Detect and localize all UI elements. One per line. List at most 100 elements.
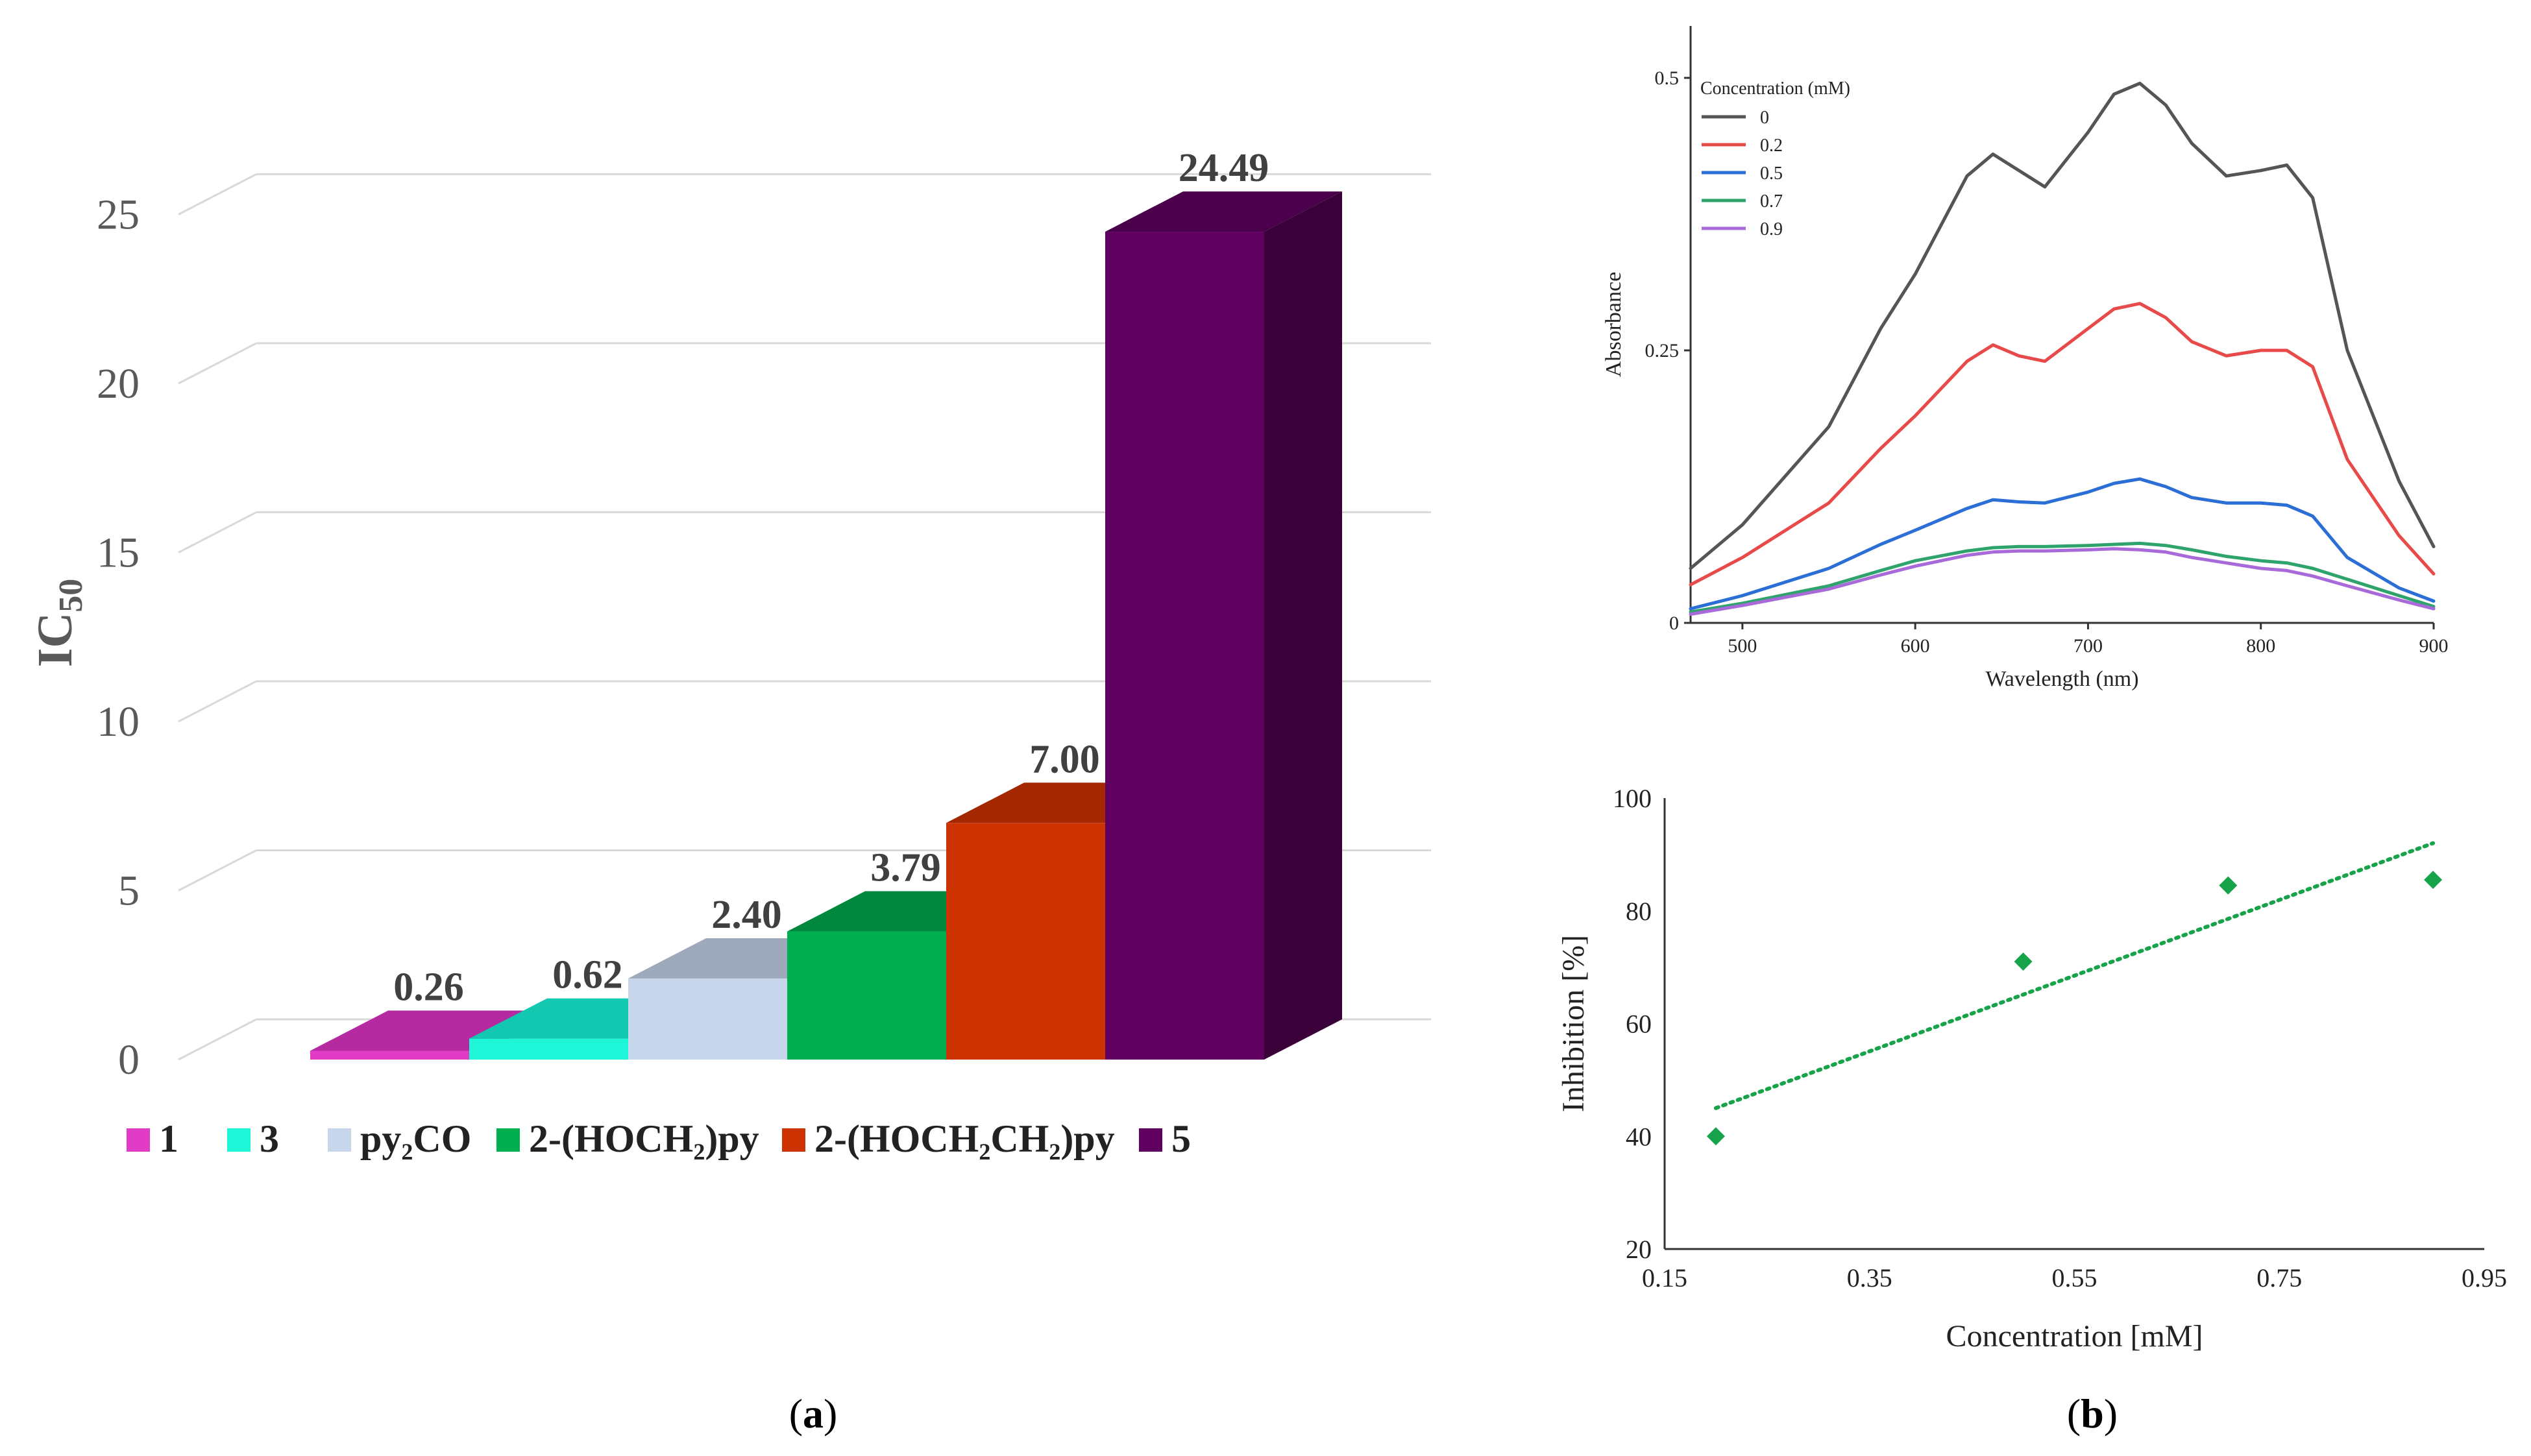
x-tick-label: 0.75	[2256, 1263, 2302, 1292]
bar-top-face	[1105, 191, 1342, 232]
legend-swatch-2	[227, 1128, 251, 1152]
trendline	[1713, 841, 2436, 1110]
series-line-0.2	[1689, 302, 2436, 587]
bar-front-face	[946, 823, 1105, 1060]
series-line-0	[1689, 81, 2436, 570]
y-tick-label: 0.5	[1655, 67, 1680, 89]
y-tick-label: 20	[97, 360, 140, 407]
bar-front-face	[469, 1038, 628, 1060]
legend-title: Concentration (mM)	[1700, 79, 1850, 99]
legend-label-4: 2-(HOCH2)py	[529, 1117, 759, 1165]
y-tick-label: 40	[1626, 1122, 1652, 1151]
legend-label-subscript: 2	[979, 1139, 990, 1165]
legend-swatch-6	[1139, 1128, 1162, 1152]
bar-value-label: 7.00	[1029, 737, 1100, 781]
x-tick-label: 600	[1901, 635, 1930, 657]
y-tick-label: 100	[1613, 784, 1652, 813]
legend-label-text: 2-(HOCH	[814, 1117, 979, 1160]
legend-label-0: 0	[1760, 108, 1769, 128]
x-axis-label: Concentration [mM]	[1946, 1319, 2203, 1353]
x-tick-label: 0.55	[2052, 1263, 2097, 1292]
legend-label-3: py2CO	[360, 1117, 471, 1165]
y-tick-label: 0	[118, 1036, 140, 1084]
legend-label-subscript: 2	[401, 1139, 413, 1165]
data-point-3	[2219, 876, 2238, 895]
y-tick-label: 0.25	[1645, 340, 1680, 361]
legend-label-5: 2-(HOCH2CH2)py	[814, 1117, 1115, 1165]
bar-value-label: 0.62	[552, 953, 623, 997]
bar-value-label: 3.79	[870, 846, 941, 890]
legend-label-subscript: 2	[1049, 1139, 1060, 1165]
y-tick-label: 0	[1669, 613, 1679, 634]
bar-front-face	[1105, 232, 1264, 1060]
legend-label-text: CO	[413, 1117, 471, 1160]
x-tick-label: 0.35	[1847, 1263, 1892, 1292]
legend-label-text: 2-(HOCH	[529, 1117, 693, 1160]
y-axis-label: Absorbance	[1602, 272, 1626, 377]
legend-label-text: 1	[159, 1117, 178, 1160]
bar-6	[1105, 191, 1342, 1060]
bar-side-face	[1264, 191, 1342, 1060]
x-tick-label: 0.15	[1642, 1263, 1687, 1292]
legend-label-text: 5	[1171, 1117, 1191, 1160]
legend-label-text: py	[360, 1117, 401, 1160]
y-axis-label: Inhibition [%]	[1556, 935, 1591, 1112]
y-axis-label-sub: 50	[53, 579, 90, 613]
x-tick-label: 700	[2073, 635, 2103, 657]
x-tick-label: 500	[1728, 635, 1757, 657]
legend-label-0.2: 0.2	[1760, 136, 1783, 156]
panel-label-a-letter: a	[803, 1390, 824, 1437]
legend-label-subscript: 2	[693, 1139, 705, 1165]
legend-label-0.9: 0.9	[1760, 219, 1783, 239]
absorbance-spectra-chart: 500 600 700 800 900 0 0.25 0.5 Wavelength (nm) Ab…	[1602, 26, 2449, 691]
data-point-4	[2424, 870, 2443, 889]
legend-label-0.5: 0.5	[1760, 164, 1783, 184]
y-axis-label: IC50	[28, 579, 90, 667]
data-point-2	[2014, 952, 2033, 971]
legend-label-6: 5	[1171, 1117, 1191, 1160]
x-tick-label: 800	[2246, 635, 2275, 657]
x-tick-label: 900	[2419, 635, 2449, 657]
y-tick-label: 25	[97, 191, 140, 239]
y-axis-label-main: IC	[28, 613, 82, 667]
legend-swatch-4	[496, 1128, 520, 1152]
panel-label-b: (b)	[2067, 1390, 2118, 1437]
legend-swatch-3	[328, 1128, 351, 1152]
legend-label-2: 3	[260, 1117, 279, 1160]
gridline-diag	[178, 1018, 257, 1061]
bar-value-label: 24.49	[1179, 146, 1269, 190]
y-tick-label: 80	[1626, 897, 1652, 926]
legend-swatch-1	[127, 1128, 150, 1152]
x-tick-label: 0.95	[2462, 1263, 2507, 1292]
y-tick-label: 5	[118, 868, 140, 915]
legend-label-text: CH	[990, 1117, 1049, 1160]
y-tick-label: 15	[97, 529, 140, 577]
legend-label-text: )py	[1060, 1117, 1114, 1160]
series-line-0.7	[1689, 541, 2436, 614]
y-tick-label: 60	[1626, 1010, 1652, 1039]
bar-value-label: 0.26	[393, 965, 464, 1009]
gridline-diag	[178, 680, 257, 723]
legend-label-1: 1	[159, 1117, 178, 1160]
panel-label-a: (a)	[789, 1390, 838, 1437]
bar-value-label: 2.40	[711, 893, 782, 937]
series-line-0.5	[1689, 477, 2436, 611]
x-axis-label: Wavelength (nm)	[1985, 667, 2138, 691]
legend-label-text: 3	[260, 1117, 279, 1160]
y-tick-label: 20	[1626, 1235, 1652, 1264]
bar-front-face	[310, 1050, 469, 1060]
series-line-0.9	[1689, 547, 2436, 616]
gridline-diag	[178, 342, 257, 385]
panel-label-b-letter: b	[2081, 1390, 2104, 1437]
gridline-diag	[178, 173, 257, 215]
y-tick-label: 10	[97, 698, 140, 746]
inhibition-scatter-chart: 0.15 0.35 0.55 0.75 0.95 20 40 60 80 100 Concentra…	[1556, 784, 2507, 1353]
gridline-diag	[178, 849, 257, 892]
legend-label-0.7: 0.7	[1760, 191, 1783, 212]
legend-swatch-5	[782, 1128, 805, 1152]
gridline-diag	[178, 511, 257, 553]
bar-front-face	[628, 978, 787, 1060]
legend-label-text: )py	[705, 1117, 759, 1160]
